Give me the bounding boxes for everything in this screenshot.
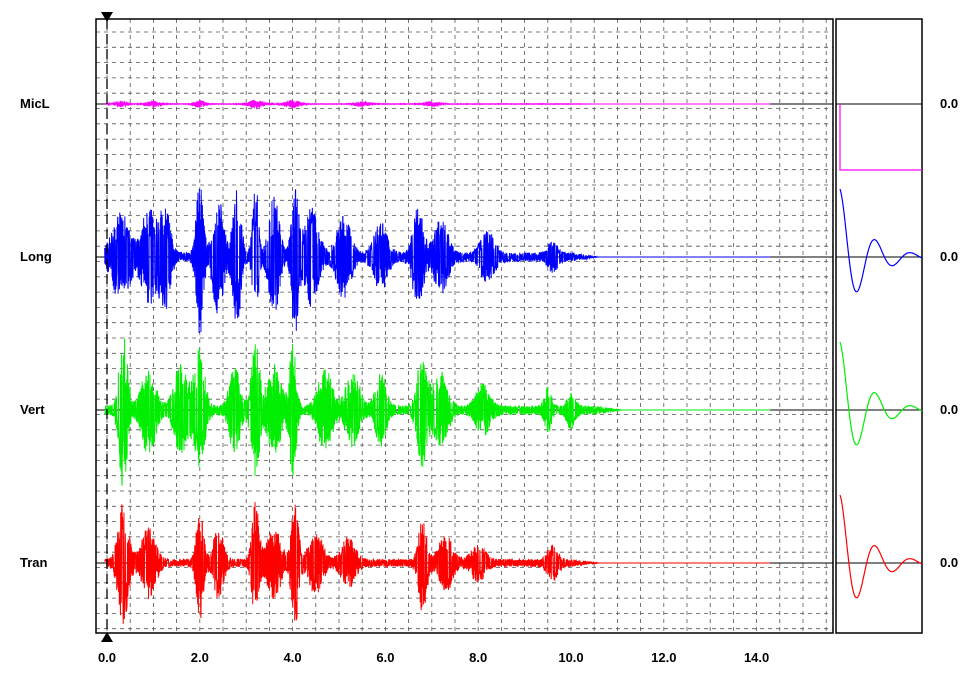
x-tick-label: 4.0 bbox=[284, 650, 302, 665]
x-tick-label: 14.0 bbox=[744, 650, 769, 665]
channel-label-micl: MicL bbox=[20, 96, 50, 111]
x-tick-label: 2.0 bbox=[191, 650, 209, 665]
response-trace-micl bbox=[839, 104, 922, 171]
traces bbox=[96, 99, 833, 624]
channel-value-long: 0.0 bbox=[940, 249, 958, 264]
x-tick-label: 6.0 bbox=[376, 650, 394, 665]
trace-long bbox=[104, 188, 771, 334]
response-trace-tran bbox=[839, 494, 923, 599]
time-cursor[interactable] bbox=[101, 12, 113, 642]
channel-label-long: Long bbox=[20, 249, 52, 264]
response-panel bbox=[836, 103, 923, 599]
main-plot-frame bbox=[95, 18, 834, 634]
channel-value-micl: 0.0 bbox=[940, 96, 958, 111]
x-tick-label: 12.0 bbox=[651, 650, 676, 665]
trace-vert bbox=[104, 338, 771, 486]
plot-frames bbox=[95, 18, 923, 634]
channel-value-tran: 0.0 bbox=[940, 555, 958, 570]
x-tick-label: 8.0 bbox=[469, 650, 487, 665]
trace-micl bbox=[104, 99, 771, 111]
cursor-top-marker-icon[interactable] bbox=[101, 12, 113, 22]
response-trace-long bbox=[839, 188, 923, 293]
response-plot-frame bbox=[835, 18, 923, 634]
x-tick-label: 10.0 bbox=[558, 650, 583, 665]
trace-tran bbox=[104, 502, 771, 624]
grid bbox=[96, 19, 833, 633]
channel-label-vert: Vert bbox=[20, 402, 45, 417]
channel-value-vert: 0.0 bbox=[940, 402, 958, 417]
cursor-bottom-marker-icon[interactable] bbox=[101, 632, 113, 642]
x-tick-label: 0.0 bbox=[98, 650, 116, 665]
labels: MicL 0.0 Long 0.0 Vert 0.0 Tran 0.0 0.0 2.0 4.0 6.0… bbox=[20, 96, 958, 665]
channel-label-tran: Tran bbox=[20, 555, 48, 570]
response-trace-vert bbox=[839, 341, 923, 446]
